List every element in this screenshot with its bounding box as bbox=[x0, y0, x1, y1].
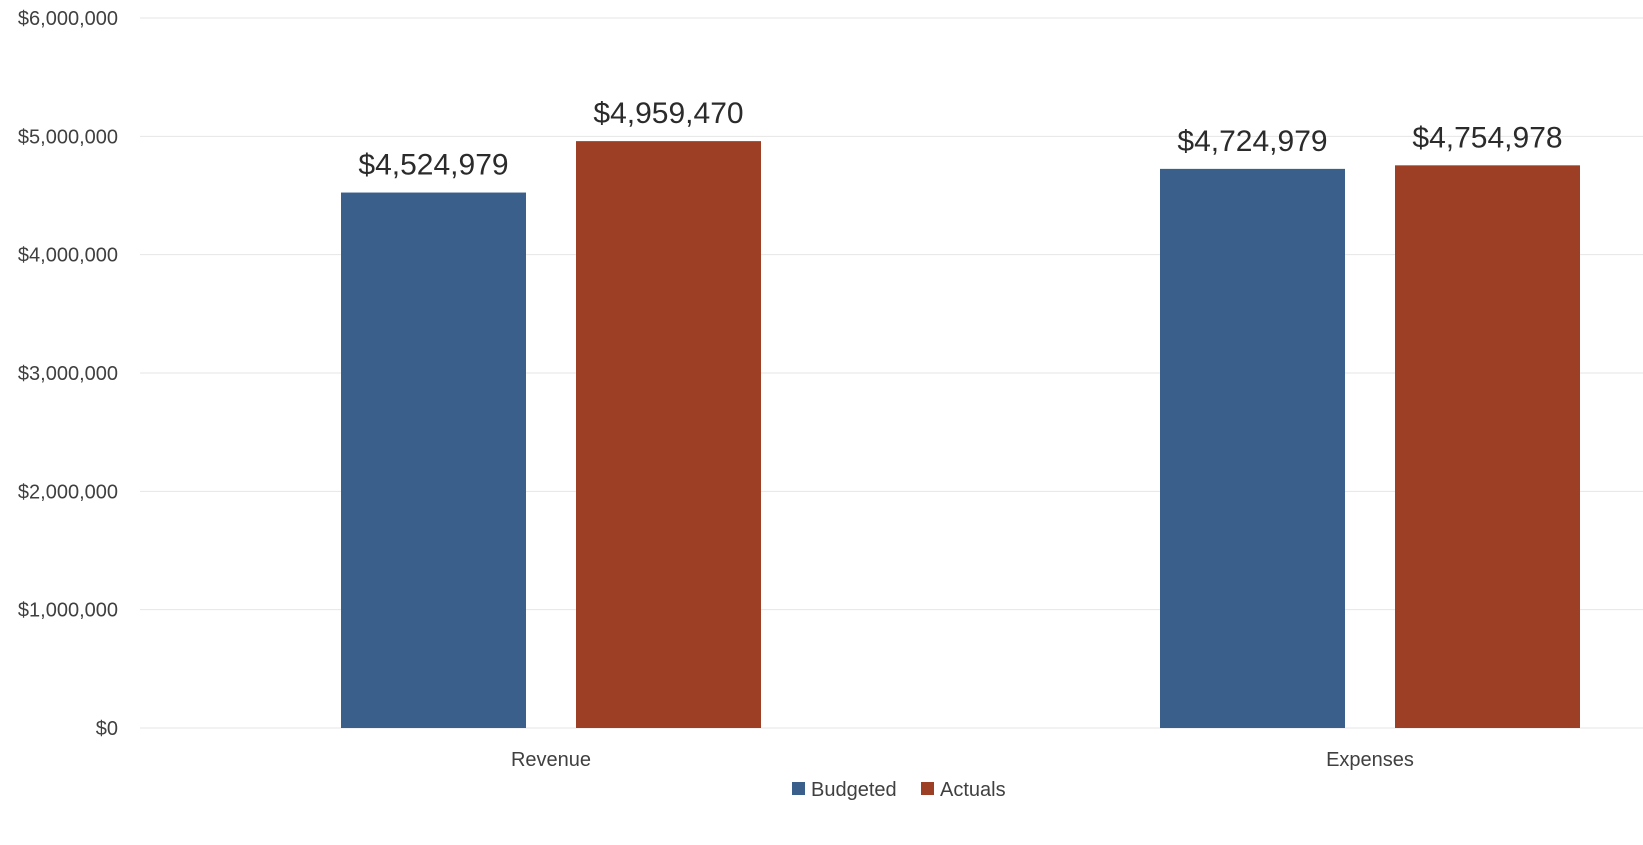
y-tick-label: $3,000,000 bbox=[18, 363, 118, 385]
bar-actuals-revenue bbox=[576, 141, 761, 728]
y-tick-label: $5,000,000 bbox=[18, 126, 118, 148]
data-label: $4,524,979 bbox=[358, 149, 508, 182]
x-axis-tick-labels: Revenue Expenses bbox=[511, 749, 1414, 771]
data-label: $4,959,470 bbox=[593, 97, 743, 130]
x-tick-label: Revenue bbox=[511, 749, 591, 771]
bar-budgeted-revenue bbox=[341, 192, 526, 728]
data-label: $4,724,979 bbox=[1177, 125, 1327, 158]
legend-label-actuals: Actuals bbox=[940, 779, 1006, 801]
y-tick-label: $4,000,000 bbox=[18, 245, 118, 267]
y-tick-label: $1,000,000 bbox=[18, 600, 118, 622]
bar-budgeted-expenses bbox=[1160, 168, 1345, 728]
legend: Budgeted Actuals bbox=[792, 779, 1006, 801]
data-label: $4,754,978 bbox=[1412, 121, 1562, 154]
x-tick-label: Expenses bbox=[1326, 749, 1414, 771]
bar-actuals-expenses bbox=[1395, 165, 1580, 728]
y-axis-tick-labels: $0 $1,000,000 $2,000,000 $3,000,000 $4,000,0… bbox=[18, 8, 118, 740]
legend-swatch-budgeted bbox=[792, 782, 805, 795]
legend-label-budgeted: Budgeted bbox=[811, 779, 897, 801]
y-tick-label: $0 bbox=[96, 718, 118, 740]
y-tick-label: $2,000,000 bbox=[18, 481, 118, 503]
legend-swatch-actuals bbox=[921, 782, 934, 795]
data-labels: $4,524,979 $4,959,470 $4,724,979 $4,754,978 bbox=[358, 97, 1562, 181]
bars bbox=[341, 141, 1580, 728]
y-tick-label: $6,000,000 bbox=[18, 8, 118, 30]
